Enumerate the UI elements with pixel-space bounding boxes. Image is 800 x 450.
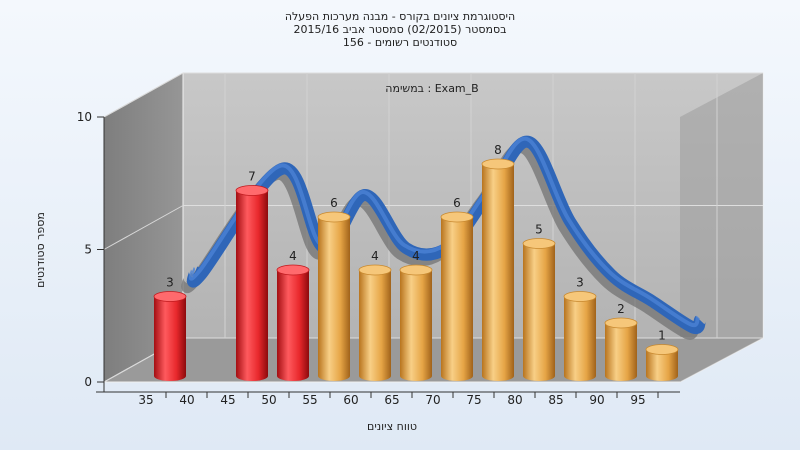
bar-60: 4: [358, 249, 392, 381]
x-tick-label: 80: [507, 393, 522, 407]
bar-body: [605, 323, 637, 381]
bar-75: 8: [481, 143, 515, 381]
chart-right-wall: [680, 73, 763, 382]
bar-body: [646, 349, 678, 381]
bar-value-label: 1: [658, 329, 666, 343]
bar-80: 5: [522, 223, 556, 381]
x-tick-label: 85: [548, 393, 563, 407]
bar-value-label: 8: [494, 143, 502, 157]
bar-body: [154, 296, 186, 381]
bar-body: [441, 217, 473, 381]
bar-90: 2: [604, 302, 638, 381]
bar-45: 7: [235, 170, 269, 381]
bar-value-label: 4: [289, 249, 297, 263]
bar-body: [236, 190, 268, 381]
y-tick-label: 5: [84, 243, 92, 257]
bar-top: [399, 264, 433, 276]
bar-body: [400, 270, 432, 381]
bar-95: 1: [645, 329, 679, 381]
x-tick-label: 65: [384, 393, 399, 407]
x-tick-label: 70: [425, 393, 440, 407]
bar-top: [276, 264, 310, 276]
y-tick-label: 0: [84, 375, 92, 389]
bar-value-label: 4: [371, 249, 379, 263]
bar-50: 4: [276, 249, 310, 381]
bar-value-label: 6: [453, 196, 461, 210]
bar-body: [564, 296, 596, 381]
bar-value-label: 7: [248, 170, 256, 184]
gridline-side: [103, 72, 184, 118]
x-tick-label: 40: [179, 393, 194, 407]
bar-body: [277, 270, 309, 381]
x-tick-label: 45: [220, 393, 235, 407]
bar-top: [645, 344, 679, 355]
bar-value-label: 2: [617, 302, 625, 316]
x-tick-label: 60: [343, 393, 358, 407]
bar-top: [440, 211, 474, 223]
bar-body: [482, 164, 514, 381]
bar-top: [522, 238, 556, 249]
chart-title-line-3: סטודנטים רשומים - 156: [342, 36, 458, 49]
bar-top: [481, 158, 515, 170]
x-tick-label: 90: [589, 393, 604, 407]
x-tick-label: 35: [138, 393, 153, 407]
x-tick-label: 50: [261, 393, 276, 407]
bar-value-label: 6: [330, 196, 338, 210]
chart-title-line-2: בסמסטר (02/2015) סמסטר אביב 2015/16: [293, 23, 507, 36]
bar-value-label: 3: [576, 276, 584, 290]
y-tick-label: 10: [77, 110, 92, 124]
bar-value-label: 4: [412, 249, 420, 263]
x-tick-label: 55: [302, 393, 317, 407]
bar-value-label: 5: [535, 223, 543, 237]
x-tick-label: 95: [630, 393, 645, 407]
bar-top: [563, 291, 597, 302]
bar-70: 6: [440, 196, 474, 381]
x-axis-label: טווח ציונים: [367, 420, 417, 433]
y-axis-label: מספר סטודנטים: [34, 212, 47, 288]
bar-top: [604, 317, 638, 329]
bar-top: [153, 291, 187, 302]
bar-body: [359, 270, 391, 381]
bar-top: [235, 185, 269, 196]
bar-body: [318, 217, 350, 381]
bar-value-label: 3: [166, 276, 174, 290]
gridline-side: [103, 205, 184, 250]
bar-55: 6: [317, 196, 351, 381]
chart-title-line-1: היסטוגרמת ציונים בקורס - מבנה מערכות הפע…: [284, 10, 516, 23]
bar-65: 4: [399, 249, 433, 381]
bar-layer: 3 7 4 6 4 4 6 8 5 3 2 1: [153, 143, 679, 381]
chart-annotation: במשימה : Exam_B: [385, 82, 478, 95]
bar-top: [358, 264, 392, 276]
bar-top: [317, 211, 351, 223]
x-tick-label: 75: [466, 393, 481, 407]
bar-85: 3: [563, 276, 597, 381]
bar-35: 3: [153, 276, 187, 381]
bar-body: [523, 243, 555, 381]
